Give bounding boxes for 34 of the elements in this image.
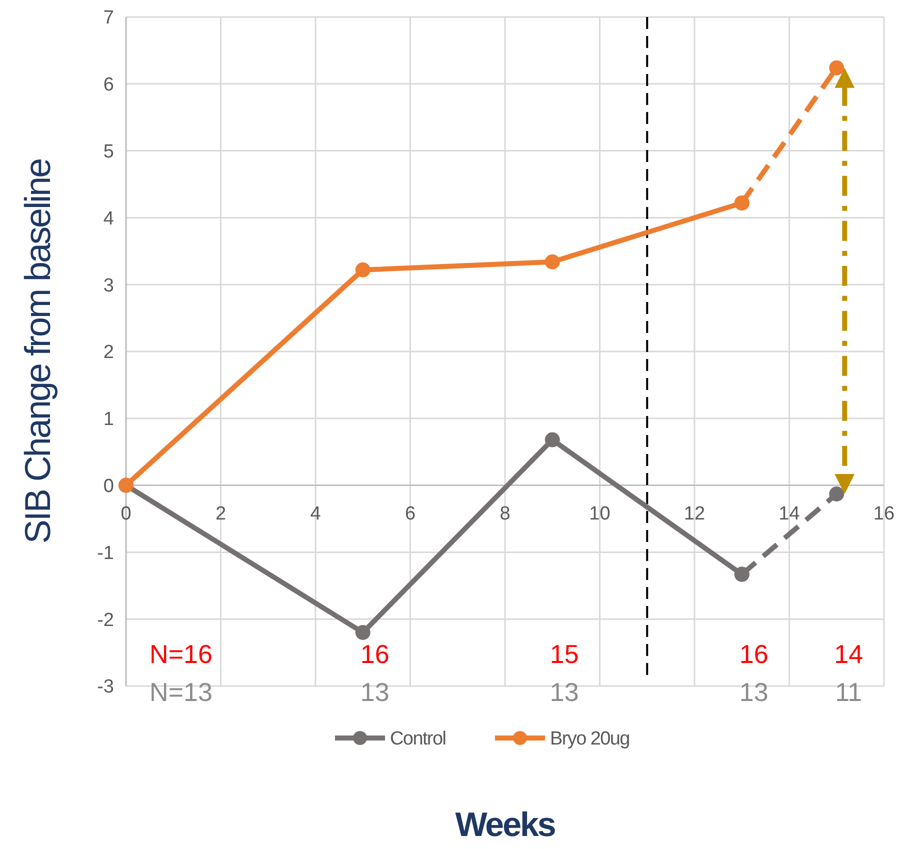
x-tick-label: 4 — [310, 503, 322, 524]
y-tick-label: 0 — [103, 476, 114, 497]
x-tick-label: 10 — [589, 503, 610, 524]
annotation: 13 — [360, 677, 390, 708]
x-tick-label: 12 — [684, 503, 706, 524]
x-tick-label: 2 — [215, 503, 226, 524]
x-axis-title: Weeks — [455, 806, 556, 844]
y-axis-title: SIB Change from baseline — [17, 158, 58, 544]
annotation: 16 — [360, 639, 390, 670]
x-tick-label: 8 — [500, 503, 510, 524]
annotation: N=16 — [150, 639, 212, 670]
y-tick-label: 4 — [103, 208, 114, 230]
annotation: 11 — [835, 677, 862, 708]
annotation: 14 — [834, 639, 864, 670]
x-tick-label: 0 — [120, 503, 132, 524]
y-tick-label: 6 — [103, 74, 114, 96]
annotation: 13 — [550, 677, 579, 708]
y-tick-label: 7 — [103, 8, 114, 29]
annotation: 13 — [739, 677, 768, 708]
annotation: N=13 — [150, 677, 212, 708]
y-tick-label: 5 — [103, 141, 114, 162]
y-tick-label: 2 — [103, 342, 114, 364]
legend-label: Bryo 20ug — [550, 728, 630, 750]
annotation: 15 — [550, 639, 579, 670]
x-tick-label: 14 — [778, 503, 800, 524]
x-tick-label: 16 — [873, 503, 895, 524]
y-tick-label: -3 — [97, 676, 114, 698]
y-tick-label: 1 — [103, 409, 114, 430]
annotation: 16 — [739, 639, 768, 670]
legend-label: Control — [390, 728, 446, 750]
y-tick-label: -2 — [97, 610, 114, 631]
y-tick-label: 3 — [103, 275, 114, 296]
y-tick-label: -1 — [97, 542, 114, 564]
x-tick-label: 6 — [404, 503, 416, 524]
